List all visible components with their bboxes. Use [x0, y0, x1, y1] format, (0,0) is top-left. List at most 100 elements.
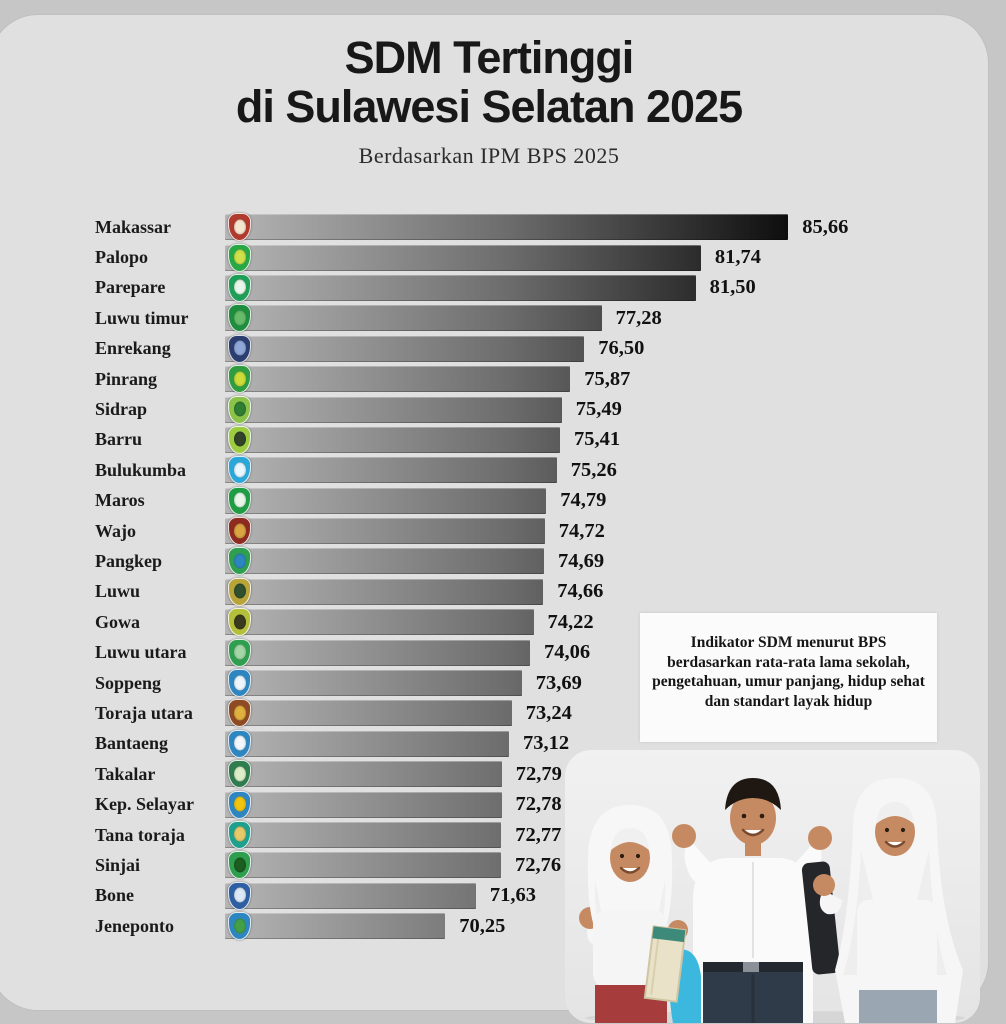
- tana-toraja-emblem-icon: [228, 821, 251, 849]
- value-label: 73,24: [525, 701, 572, 724]
- parepare-emblem-icon: [228, 273, 251, 302]
- bantaeng-emblem-icon: [228, 729, 251, 758]
- bar: [225, 365, 571, 394]
- value-label: 72,76: [515, 853, 562, 876]
- chart-row: Makassar 85,66: [95, 212, 978, 242]
- row-label: Takalar: [95, 763, 156, 784]
- bar: [225, 669, 522, 698]
- chart-row: Kep. Selayar 72,78: [95, 789, 978, 819]
- bar-area: 74,69: [225, 546, 604, 576]
- bar: [225, 790, 502, 819]
- row-label: Pinrang: [95, 368, 158, 389]
- chart-row: Sidrap 75,49: [95, 394, 978, 424]
- luwu-utara-emblem-icon: [228, 638, 251, 667]
- bar-area: 85,66: [225, 212, 848, 242]
- bar: [225, 456, 557, 485]
- bar-area: 72,79: [225, 759, 562, 789]
- maros-emblem-icon: [228, 486, 251, 515]
- bar: [225, 577, 544, 606]
- bar-area: 74,66: [225, 577, 603, 607]
- bulukumba-emblem-icon: [228, 456, 251, 485]
- value-label: 70,25: [459, 914, 506, 937]
- value-label: 85,66: [802, 215, 849, 238]
- row-label: Maros: [95, 490, 145, 511]
- chart-row: Enrekang 76,50: [95, 334, 978, 364]
- region-emblem-inner: [233, 583, 246, 599]
- bar-area: 77,28: [225, 303, 662, 333]
- bar-area: 74,06: [225, 637, 590, 667]
- infographic-card: SDM Tertinggi di Sulawesi Selatan 2025 Be…: [0, 15, 988, 1023]
- luwu-emblem-icon: [228, 577, 251, 606]
- bar-area: 74,79: [225, 486, 606, 516]
- chart-row: Luwu 74,66: [95, 577, 978, 607]
- value-label: 74,79: [560, 489, 607, 512]
- region-emblem-inner: [233, 401, 246, 417]
- student-boy-middle: [672, 778, 832, 1023]
- student-girl-left: [579, 805, 688, 1023]
- chart-row: Maros 74,79: [95, 486, 978, 516]
- value-label: 74,72: [558, 519, 605, 542]
- region-emblem-inner: [233, 735, 246, 751]
- bar: [225, 304, 602, 333]
- bar-area: 71,63: [225, 881, 536, 911]
- bar: [225, 851, 501, 880]
- bar-area: 75,87: [225, 364, 630, 394]
- luwu-timur-emblem-icon: [228, 304, 251, 333]
- bar-area: 72,78: [225, 789, 562, 819]
- chart-row: Sinjai 72,76: [95, 850, 978, 880]
- enrekang-emblem-icon: [228, 334, 251, 363]
- makassar-emblem-icon: [228, 213, 251, 242]
- value-label: 72,77: [515, 823, 562, 846]
- row-label: Parepare: [95, 277, 166, 298]
- note-text: Indikator SDM menurut BPS berdasarkan ra…: [652, 634, 925, 710]
- bar-area: 81,50: [225, 273, 756, 303]
- row-label: Bulukumba: [95, 459, 187, 480]
- student-girl-right: [813, 778, 963, 1023]
- chart-row: Bantaeng 73,12: [95, 729, 978, 759]
- bar: [225, 547, 544, 576]
- row-label: Jeneponto: [95, 915, 175, 936]
- row-label: Tana toraja: [95, 824, 185, 845]
- value-label: 73,69: [535, 671, 582, 694]
- row-label: Makassar: [95, 216, 171, 237]
- bar-area: 73,12: [225, 729, 569, 759]
- row-label: Pangkep: [95, 550, 163, 571]
- value-label: 75,41: [574, 428, 621, 451]
- bar: [225, 638, 530, 667]
- soppeng-emblem-icon: [228, 669, 251, 698]
- bar-area: 75,41: [225, 425, 620, 455]
- bar: [225, 760, 502, 789]
- bar: [225, 821, 502, 849]
- bar-area: 74,22: [225, 607, 594, 637]
- region-emblem-inner: [233, 644, 246, 660]
- page-subtitle: Berdasarkan IPM BPS 2025: [358, 143, 620, 168]
- pangkep-emblem-icon: [228, 547, 251, 576]
- bar: [225, 273, 696, 302]
- value-label: 74,66: [557, 580, 604, 603]
- students-photo: [565, 750, 980, 1023]
- value-label: 73,12: [523, 732, 570, 755]
- value-label: 81,74: [714, 246, 762, 269]
- bar-area: 72,76: [225, 850, 561, 880]
- jeneponto-emblem-icon: [228, 912, 251, 941]
- region-emblem-inner: [233, 857, 246, 873]
- chart-row: Luwu timur 77,28: [95, 303, 978, 333]
- chart-row: Wajo 74,72: [95, 516, 978, 546]
- chart-row: Tana toraja 72,77: [95, 820, 978, 850]
- region-emblem-inner: [233, 371, 246, 387]
- bar: [225, 425, 560, 454]
- chart-row: Palopo 81,74: [95, 242, 978, 272]
- row-label: Bone: [95, 885, 135, 906]
- value-label: 71,63: [489, 884, 537, 907]
- value-label: 74,06: [544, 641, 591, 664]
- bar-area: 73,24: [225, 698, 572, 728]
- chart-row: Toraja utara 73,24: [95, 698, 978, 728]
- region-emblem-inner: [233, 796, 246, 812]
- bar-area: 75,26: [225, 455, 617, 485]
- row-label: Palopo: [95, 247, 149, 268]
- bar: [225, 517, 545, 546]
- chart-row: Parepare 81,50: [95, 273, 978, 303]
- region-emblem-inner: [233, 887, 246, 903]
- sidrap-emblem-icon: [228, 395, 251, 424]
- bar: [225, 395, 562, 424]
